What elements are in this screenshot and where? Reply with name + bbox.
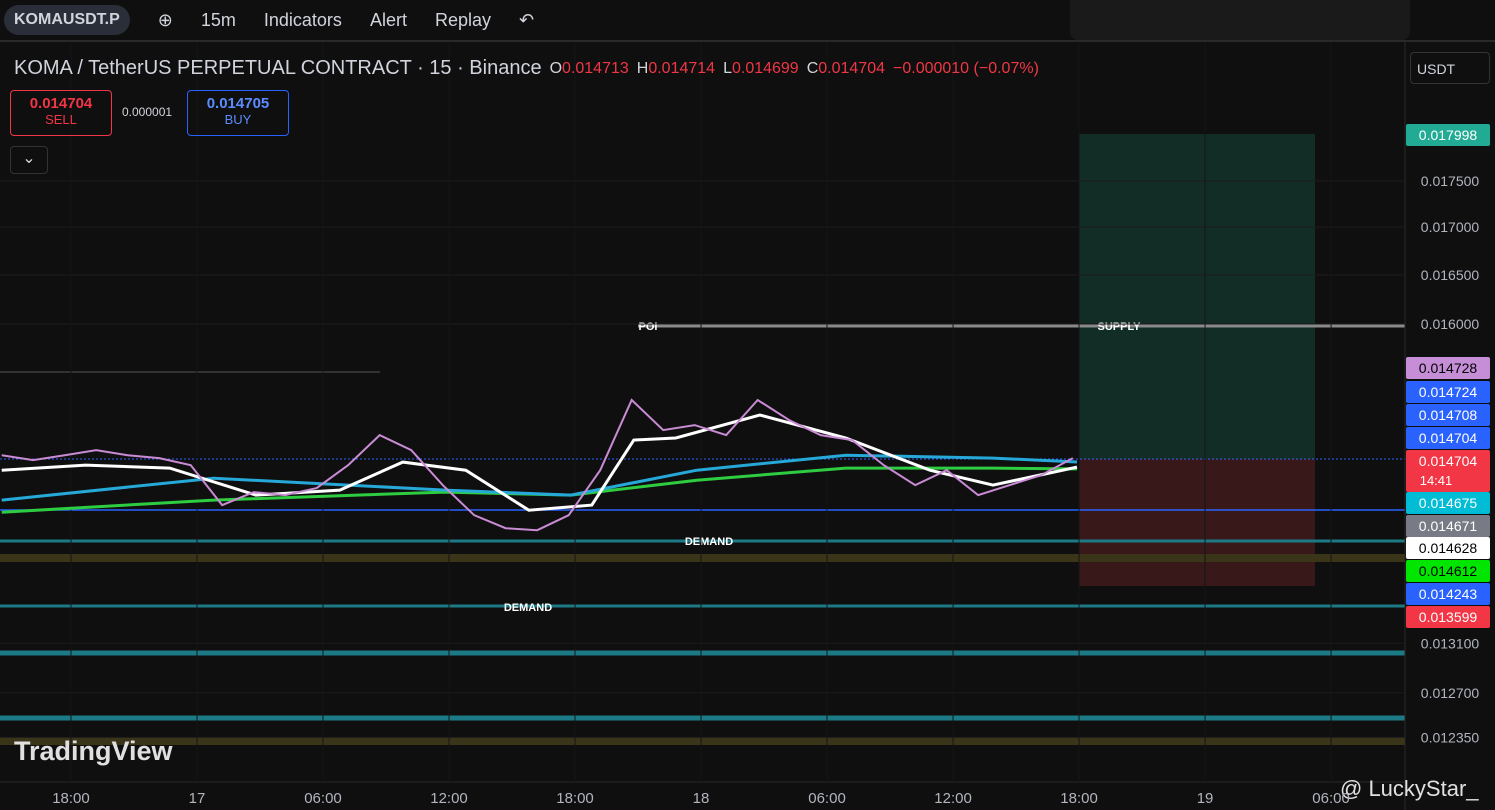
ohlc-item: O0.014713: [550, 60, 629, 78]
price-badge-label: 0.017998: [1419, 127, 1478, 143]
price-badge-label: 0.014612: [1419, 563, 1478, 579]
add-button[interactable]: ⊕: [157, 9, 173, 30]
alert-button[interactable]: Alert: [369, 9, 407, 30]
watermark: @ LuckyStar_: [1340, 776, 1479, 801]
y-tick-label: 0.012350: [1421, 729, 1480, 745]
interval-button[interactable]: 15m: [200, 9, 236, 30]
y-tick-label: 0.017500: [1421, 173, 1480, 189]
ohlc-value: 0.014699: [731, 59, 799, 77]
price-badge-label: 0.013599: [1419, 609, 1478, 625]
price-badge-label: 0.014728: [1419, 360, 1478, 376]
sell-price: 0.014704: [29, 95, 93, 112]
ohlc-value: 0.014713: [562, 59, 629, 77]
x-tick-label: 06:00: [1312, 790, 1350, 807]
sell-button[interactable]: 0.014704 SELL: [10, 90, 112, 136]
x-tick-label: 17: [189, 790, 206, 807]
y-tick-label: 0.016000: [1421, 316, 1480, 332]
price-badge: [1406, 606, 1490, 628]
collapse-button[interactable]: ⌄: [10, 146, 48, 174]
ohlc-value: 0.014704: [818, 59, 885, 77]
price-badge: [1406, 583, 1490, 605]
price-badge: [1406, 492, 1490, 514]
zone-label: DEMAND: [685, 536, 733, 548]
ohlc-item: C0.014704: [807, 60, 885, 78]
replay-button[interactable]: Replay: [434, 9, 491, 30]
price-badge: [1406, 404, 1490, 426]
series-line: [1, 413, 1078, 512]
buy-button[interactable]: 0.014705 BUY: [187, 90, 289, 136]
drawing-tools: [1070, 0, 1410, 40]
series-line: [1, 398, 1074, 532]
y-tick-label: 0.013100: [1421, 635, 1480, 651]
currency-select[interactable]: USDT: [1410, 52, 1490, 84]
price-badge: [1406, 124, 1490, 146]
x-tick-label: 12:00: [430, 790, 468, 807]
x-tick-label: 18:00: [1060, 790, 1098, 807]
y-tick-label: 0.017000: [1421, 219, 1480, 235]
price-badge: [1406, 427, 1490, 449]
spread: 0.000001: [122, 105, 173, 119]
undo-button[interactable]: ↶: [518, 9, 535, 30]
ohlc-item: H0.014714: [637, 60, 715, 78]
price-badge: [1406, 515, 1490, 537]
price-badge-label: 0.014704: [1419, 453, 1478, 469]
zone-label: DEMAND: [504, 602, 552, 614]
x-tick-label: 06:00: [304, 790, 342, 807]
legend: KOMA / TetherUS PERPETUAL CONTRACT · 15 …: [14, 57, 1039, 80]
x-tick-label: 06:00: [808, 790, 846, 807]
price-badge-label: 0.014708: [1419, 407, 1478, 423]
price-badge-label: 0.014724: [1419, 384, 1478, 400]
toolbar: KOMAUSDT.P ⊕ 15m Indicators Alert Replay…: [0, 0, 1495, 42]
sell-label: SELL: [45, 112, 77, 127]
x-tick-label: 18:00: [556, 790, 594, 807]
price-badge-label: 0.014704: [1419, 430, 1478, 446]
ohlc-key: O: [549, 59, 563, 77]
y-tick-label: 0.012700: [1421, 685, 1480, 701]
price-badge: [1406, 381, 1490, 403]
y-tick-label: 0.016500: [1421, 267, 1480, 283]
symbol-title: KOMA / TetherUS PERPETUAL CONTRACT · 15 …: [14, 57, 542, 79]
series-line: [1, 466, 1078, 514]
symbol-button[interactable]: KOMAUSDT.P: [4, 5, 130, 35]
ohlc-item: L0.014699: [723, 60, 799, 78]
ohlc-value: 0.014714: [648, 59, 716, 77]
price-badge-label: 0.014243: [1419, 586, 1478, 602]
price-badge: [1406, 560, 1490, 582]
price-badge-label: 0.014628: [1419, 540, 1478, 556]
price-badge: [1406, 450, 1490, 492]
indicators-button[interactable]: Indicators: [263, 9, 342, 30]
series-line: [1, 453, 1078, 502]
loss-zone: [1079, 459, 1315, 586]
zone-lines: [0, 324, 1405, 745]
x-tick-label: 12:00: [934, 790, 972, 807]
countdown: 14:41: [1420, 473, 1453, 488]
profit-zone: [1079, 134, 1315, 459]
price-badge-label: 0.014671: [1419, 518, 1478, 534]
ohlc-key: C: [806, 59, 819, 77]
brand: TradingView: [14, 736, 174, 766]
buy-label: BUY: [224, 112, 252, 127]
zone-label: POI: [639, 321, 658, 333]
x-tick-label: 18: [693, 790, 710, 807]
price-badge: [1406, 537, 1490, 559]
x-tick-label: 18:00: [52, 790, 90, 807]
buy-price: 0.014705: [206, 95, 270, 112]
ohlc: O0.014713 H0.014714 L0.014699 C0.014704: [550, 60, 885, 78]
price-badge-label: 0.014675: [1419, 495, 1478, 511]
x-tick-label: 19: [1197, 790, 1214, 807]
change: −0.000010 (−0.07%): [893, 59, 1039, 77]
ohlc-key: L: [723, 59, 732, 77]
ohlc-key: H: [636, 59, 649, 77]
price-badge: [1406, 357, 1490, 379]
zone-label: SUPPLY: [1097, 321, 1141, 333]
